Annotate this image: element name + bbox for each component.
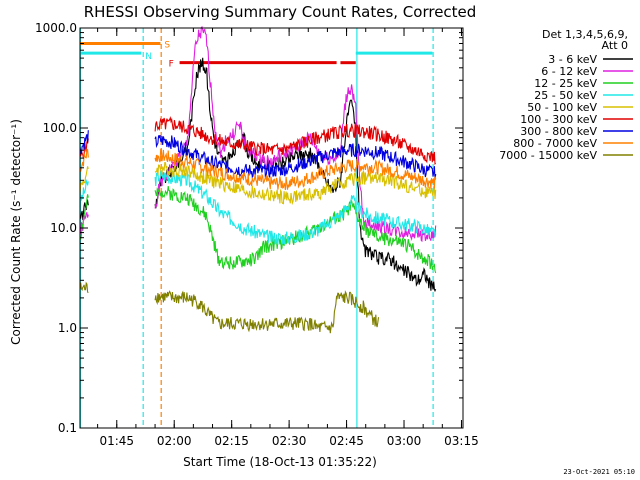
series-line-8	[79, 281, 380, 334]
footer-date: 23-Oct-2021 05:10	[563, 468, 635, 476]
x-tick-label-2: 02:15	[214, 434, 249, 448]
axes: 0.1 1.0 10.0 100.0 1000.0 01:45 02:00 02:15 02:3…	[35, 21, 479, 448]
series-line-3	[79, 170, 437, 245]
legend-label-0: 3 - 6 keV	[548, 53, 597, 66]
x-tick-label-0: 01:45	[99, 434, 134, 448]
y-axis-label: Corrected Count Rate (s⁻¹ detector⁻¹)	[9, 119, 23, 345]
chart-title: RHESSI Observing Summary Count Rates, Co…	[84, 3, 477, 21]
legend-label-3: 25 - 50 keV	[534, 89, 597, 102]
x-tick-label-3: 02:30	[272, 434, 307, 448]
y-tick-label-2: 10.0	[50, 221, 77, 235]
legend-label-8: 7000 - 15000 keV	[499, 149, 597, 162]
series-line-2	[79, 186, 437, 274]
state-label-0: S	[164, 40, 170, 50]
x-axis-label: Start Time (18-Oct-13 01:35:22)	[183, 455, 377, 469]
legend-label-6: 300 - 800 keV	[520, 125, 597, 138]
legend-label-4: 50 - 100 keV	[527, 101, 597, 114]
state-label-3: F	[169, 60, 174, 70]
x-tick-label-6: 03:15	[444, 434, 479, 448]
x-tick-label-1: 02:00	[157, 434, 192, 448]
series-line-6	[79, 130, 437, 181]
state-label-1: N	[145, 52, 152, 62]
y-tick-label-4: 1000.0	[35, 21, 77, 35]
series-line-7	[79, 148, 437, 191]
plot-area: S N F	[79, 25, 437, 428]
y-tick-label-0: 0.1	[58, 421, 77, 435]
legend-header-0: Det 1,3,4,5,6,9,	[542, 28, 628, 41]
legend-label-1: 6 - 12 keV	[541, 65, 597, 78]
legend-header-1: Att 0	[602, 39, 628, 52]
legend-label-2: 12 - 25 keV	[534, 77, 597, 90]
x-tick-label-4: 02:45	[329, 434, 364, 448]
legend-label-5: 100 - 300 keV	[520, 113, 597, 126]
x-tick-label-5: 03:00	[387, 434, 422, 448]
series-line-4	[79, 161, 437, 206]
legend-label-7: 800 - 7000 keV	[513, 137, 597, 150]
y-tick-label-3: 100.0	[43, 121, 77, 135]
y-tick-label-1: 1.0	[58, 321, 77, 335]
